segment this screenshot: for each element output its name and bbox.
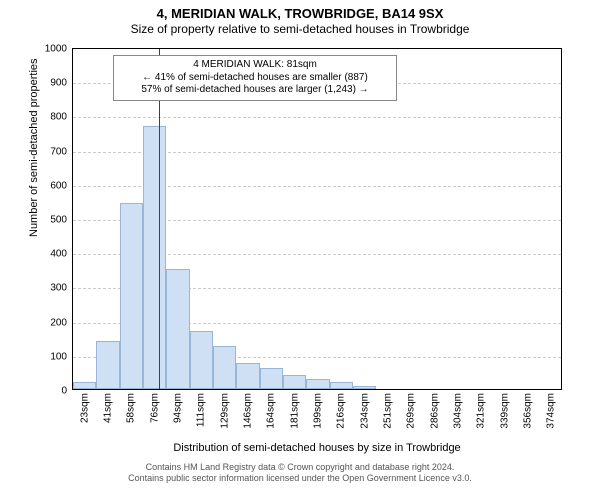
x-tick-label: 23sqm	[79, 393, 90, 423]
annotation-line3: 57% of semi-detached houses are larger (…	[119, 84, 391, 97]
histogram-bar	[143, 126, 166, 389]
x-tick-label: 129sqm	[219, 393, 230, 429]
plot-area: 0100200300400500600700800900100023sqm41s…	[72, 48, 562, 390]
x-tick-label: 58sqm	[126, 393, 137, 423]
x-tick-label: 234sqm	[359, 393, 370, 429]
x-tick-label: 216sqm	[336, 393, 347, 429]
y-tick-label: 1000	[45, 44, 73, 55]
x-tick-label: 304sqm	[453, 393, 464, 429]
y-tick-label: 500	[50, 215, 73, 226]
y-axis-label: Number of semi-detached properties	[28, 197, 40, 237]
x-tick-label: 374sqm	[546, 393, 557, 429]
x-tick-label: 146sqm	[243, 393, 254, 429]
footnote-line2: Contains public sector information licen…	[0, 473, 600, 484]
y-tick-label: 600	[50, 180, 73, 191]
x-axis-label: Distribution of semi-detached houses by …	[72, 442, 562, 454]
y-tick-label: 900	[50, 78, 73, 89]
annotation-line2: ← 41% of semi-detached houses are smalle…	[119, 72, 391, 85]
histogram-bar	[73, 382, 96, 389]
histogram-bar	[353, 386, 376, 389]
y-tick-label: 200	[50, 317, 73, 328]
histogram-bar	[306, 379, 329, 389]
histogram-bar	[213, 346, 236, 389]
title-line1: 4, MERIDIAN WALK, TROWBRIDGE, BA14 9SX	[0, 6, 600, 22]
y-tick-label: 800	[50, 112, 73, 123]
annotation-box: 4 MERIDIAN WALK: 81sqm← 41% of semi-deta…	[113, 55, 397, 101]
x-tick-label: 76sqm	[149, 393, 160, 423]
histogram-bar	[96, 341, 119, 389]
title-line2: Size of property relative to semi-detach…	[0, 22, 600, 36]
x-tick-label: 356sqm	[523, 393, 534, 429]
x-tick-label: 269sqm	[406, 393, 417, 429]
histogram-bar	[120, 203, 143, 389]
y-tick-label: 300	[50, 283, 73, 294]
annotation-line1: 4 MERIDIAN WALK: 81sqm	[119, 59, 391, 72]
footnote-line1: Contains HM Land Registry data © Crown c…	[0, 462, 600, 473]
x-tick-label: 251sqm	[383, 393, 394, 429]
histogram-bar	[330, 382, 353, 389]
gridline	[73, 117, 561, 118]
histogram-bar	[283, 375, 306, 389]
histogram-bar	[236, 363, 259, 389]
y-tick-label: 100	[50, 351, 73, 362]
x-tick-label: 41sqm	[103, 393, 114, 423]
x-tick-label: 199sqm	[313, 393, 324, 429]
histogram-bar	[190, 331, 213, 389]
y-tick-label: 400	[50, 249, 73, 260]
x-tick-label: 321sqm	[476, 393, 487, 429]
x-tick-label: 339sqm	[499, 393, 510, 429]
x-tick-label: 111sqm	[196, 393, 207, 427]
x-tick-label: 181sqm	[289, 393, 300, 429]
histogram-bar	[260, 368, 283, 389]
x-tick-label: 94sqm	[173, 393, 184, 423]
histogram-bar	[166, 269, 189, 389]
y-tick-label: 0	[61, 386, 73, 397]
y-tick-label: 700	[50, 146, 73, 157]
footnote: Contains HM Land Registry data © Crown c…	[0, 462, 600, 484]
x-tick-label: 286sqm	[429, 393, 440, 429]
chart-title: 4, MERIDIAN WALK, TROWBRIDGE, BA14 9SX S…	[0, 0, 600, 36]
x-tick-label: 164sqm	[266, 393, 277, 429]
